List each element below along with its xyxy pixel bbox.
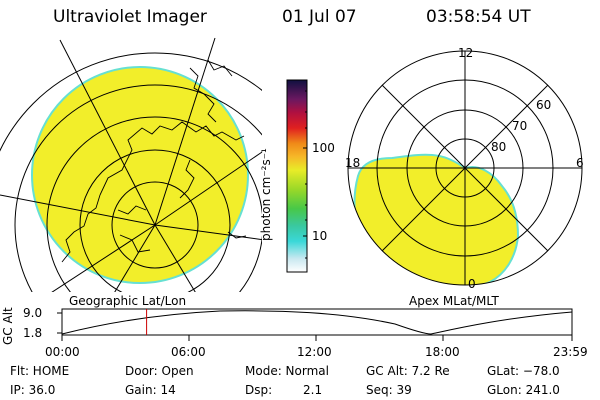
app-title: Ultraviolet Imager bbox=[53, 7, 207, 27]
colorbar-tick-10: 10 bbox=[312, 229, 328, 243]
apex-panel-label: Apex MLat/MLT bbox=[409, 294, 499, 308]
ip-status: IP: 36.0 bbox=[10, 383, 56, 397]
color-bar-ticks bbox=[303, 90, 307, 259]
altitude-ytick-top: 9.0 bbox=[23, 306, 43, 320]
altitude-xtick-1: 06:00 bbox=[171, 345, 206, 359]
altitude-xtick-4: 23:59 bbox=[553, 345, 588, 359]
mlt-6-label: 6 bbox=[576, 156, 584, 170]
mlat-60-label: 60 bbox=[536, 98, 552, 112]
geographic-map bbox=[0, 37, 262, 292]
geographic-panel-label: Geographic Lat/Lon bbox=[69, 294, 187, 308]
time-label: 03:58:54 UT bbox=[426, 7, 531, 27]
gc-altitude-status: GC Alt: 7.2 Re bbox=[366, 364, 450, 378]
altitude-xtick-0: 00:00 bbox=[45, 345, 80, 359]
color-bar bbox=[286, 79, 308, 273]
door-status: Door: Open bbox=[125, 364, 194, 378]
seq-status: Seq: 39 bbox=[366, 383, 412, 397]
altitude-curve bbox=[61, 310, 573, 335]
altitude-xtick-3: 18:00 bbox=[425, 345, 460, 359]
colorbar-tick-100: 100 bbox=[312, 141, 335, 155]
altitude-ytick-bottom: 1.8 bbox=[23, 326, 43, 340]
date-label: 01 Jul 07 bbox=[282, 7, 357, 27]
colorbar-unit-label: photon cm⁻²s⁻¹ bbox=[259, 148, 273, 241]
mlt-0-label: 0 bbox=[468, 277, 476, 291]
altitude-axis-ticks bbox=[57, 312, 573, 341]
lat-lon-grid bbox=[0, 37, 262, 292]
mode-status: Mode: Normal bbox=[245, 364, 329, 378]
gain-status: Gain: 14 bbox=[125, 383, 176, 397]
mlat-80-label: 80 bbox=[491, 140, 507, 154]
mlat-70-label: 70 bbox=[512, 119, 528, 133]
glat-status: GLat: −78.0 bbox=[487, 364, 560, 378]
glon-status: GLon: 241.0 bbox=[487, 383, 560, 397]
altitude-xtick-2: 12:00 bbox=[297, 345, 332, 359]
mlat-mlt-map bbox=[347, 50, 583, 286]
mlt-18-label: 18 bbox=[345, 156, 361, 170]
dsp-label: Dsp: bbox=[245, 383, 273, 397]
coastlines bbox=[61, 59, 247, 263]
altitude-ylabel: GC Alt bbox=[1, 307, 15, 345]
mlt-12-label: 12 bbox=[458, 46, 474, 60]
earth-disk bbox=[31, 66, 249, 284]
dsp-value: 2.1 bbox=[303, 383, 323, 397]
flight-status: Flt: HOME bbox=[10, 364, 70, 378]
